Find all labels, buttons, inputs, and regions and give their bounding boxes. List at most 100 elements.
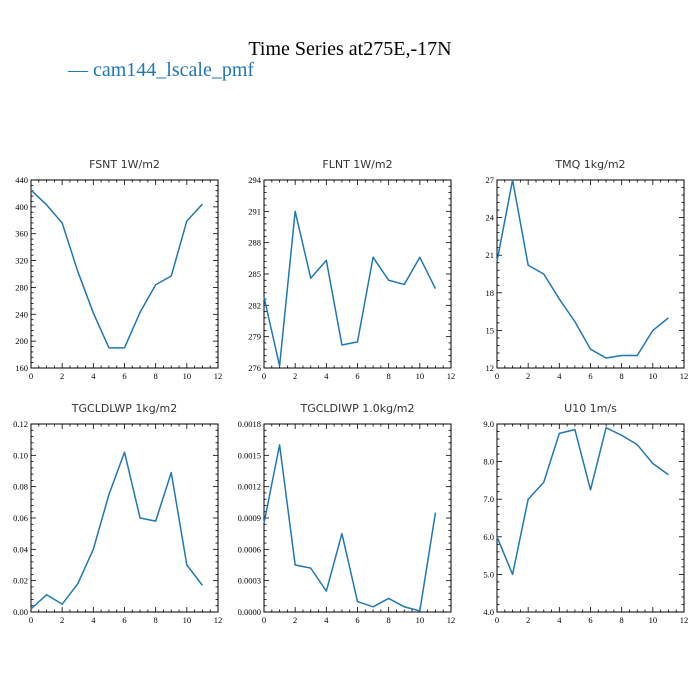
panel-title: TMQ 1kg/m2 — [554, 158, 625, 171]
y-tick-label: 7.0 — [483, 494, 494, 504]
y-tick-label: 400 — [15, 202, 28, 212]
x-tick-label: 8 — [154, 615, 158, 625]
y-tick-label: 18 — [486, 288, 495, 298]
y-tick-label: 200 — [15, 336, 28, 346]
x-tick-label: 10 — [183, 615, 192, 625]
plot-frame — [30, 179, 219, 369]
y-tick-label: 240 — [15, 309, 28, 319]
panel-title: TGCLDLWP 1kg/m2 — [71, 402, 177, 415]
x-tick-label: 0 — [495, 615, 499, 625]
y-tick-label: 440 — [15, 175, 28, 185]
x-tick-label: 8 — [387, 371, 391, 381]
x-tick-label: 2 — [526, 615, 530, 625]
figure-title: Time Series at275E,-17N — [248, 38, 451, 60]
x-tick-label: 12 — [447, 371, 456, 381]
x-tick-label: 0 — [29, 615, 33, 625]
y-tick-label: 0.12 — [13, 419, 28, 429]
series-line — [263, 444, 437, 612]
plot-frame — [496, 179, 685, 369]
x-tick-label: 0 — [262, 371, 266, 381]
y-tick-label: 0.0015 — [238, 450, 261, 460]
x-tick-label: 12 — [214, 615, 223, 625]
y-tick-label: 27 — [486, 175, 495, 185]
series-line — [263, 210, 437, 367]
plot-frame — [263, 423, 452, 613]
y-tick-label: 279 — [248, 332, 261, 342]
x-tick-label: 6 — [122, 371, 126, 381]
x-tick-label: 0 — [495, 371, 499, 381]
y-tick-label: 280 — [15, 282, 28, 292]
y-tick-label: 294 — [248, 175, 262, 185]
y-tick-label: 21 — [486, 250, 495, 260]
x-tick-label: 10 — [416, 615, 425, 625]
y-tick-label: 0.10 — [13, 450, 28, 460]
x-tick-label: 2 — [293, 615, 297, 625]
y-tick-label: 0.0009 — [238, 513, 261, 523]
x-tick-label: 10 — [649, 615, 658, 625]
chart-panel: U10 1m/s 0 2 4 6 8 10 12 4.0 5.0 6.0 7.0 8.0 9.0 — [483, 402, 688, 625]
x-tick-label: 2 — [293, 371, 297, 381]
chart-panel: TGCLDLWP 1kg/m2 0 2 4 6 8 10 12 0.00 0.02 0.04 0.06… — [13, 402, 222, 625]
y-tick-label: 0.0018 — [238, 419, 261, 429]
y-tick-label: 0.04 — [13, 544, 29, 554]
x-tick-label: 0 — [262, 615, 266, 625]
x-tick-label: 8 — [620, 615, 624, 625]
y-tick-label: 0.0003 — [238, 576, 261, 586]
y-tick-label: 6.0 — [483, 532, 494, 542]
x-tick-label: 4 — [91, 615, 96, 625]
series-line — [496, 427, 669, 576]
chart-panel: TGCLDIWP 1.0kg/m2 0 2 4 6 8 10 12 0.0000 0.0003 0.… — [238, 402, 456, 625]
series-line — [30, 451, 204, 610]
x-tick-label: 2 — [526, 371, 530, 381]
y-tick-label: 8.0 — [483, 457, 494, 467]
x-tick-label: 12 — [680, 615, 689, 625]
x-tick-label: 4 — [557, 371, 562, 381]
x-tick-label: 6 — [588, 615, 592, 625]
y-tick-label: 0.00 — [13, 607, 28, 617]
x-tick-label: 12 — [214, 371, 223, 381]
y-tick-label: 160 — [15, 363, 28, 373]
x-tick-label: 12 — [680, 371, 689, 381]
panel-title: FLNT 1W/m2 — [322, 158, 392, 171]
x-tick-label: 10 — [183, 371, 192, 381]
x-tick-label: 0 — [29, 371, 33, 381]
x-tick-label: 6 — [122, 615, 126, 625]
y-tick-label: 0.06 — [13, 513, 28, 523]
series-line — [30, 189, 203, 349]
x-tick-label: 6 — [588, 371, 592, 381]
y-tick-label: 0.0006 — [238, 544, 261, 554]
x-tick-label: 10 — [416, 371, 425, 381]
x-tick-label: 10 — [649, 371, 658, 381]
x-tick-label: 2 — [60, 615, 64, 625]
x-tick-label: 6 — [355, 371, 359, 381]
chart-panels: FSNT 1W/m20 2 4 6 8 10 12160200240280320360400… — [13, 158, 688, 625]
panel-title: FSNT 1W/m2 — [89, 158, 160, 171]
x-tick-label: 6 — [355, 615, 359, 625]
x-tick-label: 4 — [91, 371, 96, 381]
y-tick-label: 0.0000 — [238, 607, 261, 617]
x-tick-label: 8 — [154, 371, 158, 381]
panel-title: TGCLDIWP 1.0kg/m2 — [299, 402, 414, 415]
legend-entry: — cam144_lscale_pmf — [67, 59, 254, 81]
y-tick-label: 291 — [248, 206, 261, 216]
y-tick-label: 24 — [486, 213, 495, 223]
y-tick-label: 12 — [486, 363, 495, 373]
x-tick-label: 12 — [447, 615, 456, 625]
x-tick-label: 2 — [60, 371, 64, 381]
y-tick-label: 15 — [486, 325, 495, 335]
y-tick-label: 5.0 — [483, 569, 494, 579]
y-tick-label: 320 — [15, 256, 28, 266]
x-tick-label: 4 — [324, 371, 329, 381]
y-tick-label: 285 — [248, 269, 261, 279]
panel-title: U10 1m/s — [564, 402, 617, 415]
x-tick-label: 4 — [557, 615, 562, 625]
chart-panel: FSNT 1W/m2 0 2 4 6 8 10 12 160 200 240 280 320 360 400… — [15, 158, 222, 381]
y-tick-label: 282 — [248, 300, 261, 310]
x-tick-label: 8 — [620, 371, 624, 381]
x-tick-label: 4 — [324, 615, 329, 625]
y-tick-label: 0.08 — [13, 482, 28, 492]
chart-panel: FLNT 1W/m2 0 2 4 6 8 10 12 276 279 282 285 288 291 294 — [248, 158, 455, 381]
y-tick-label: 9.0 — [483, 419, 494, 429]
